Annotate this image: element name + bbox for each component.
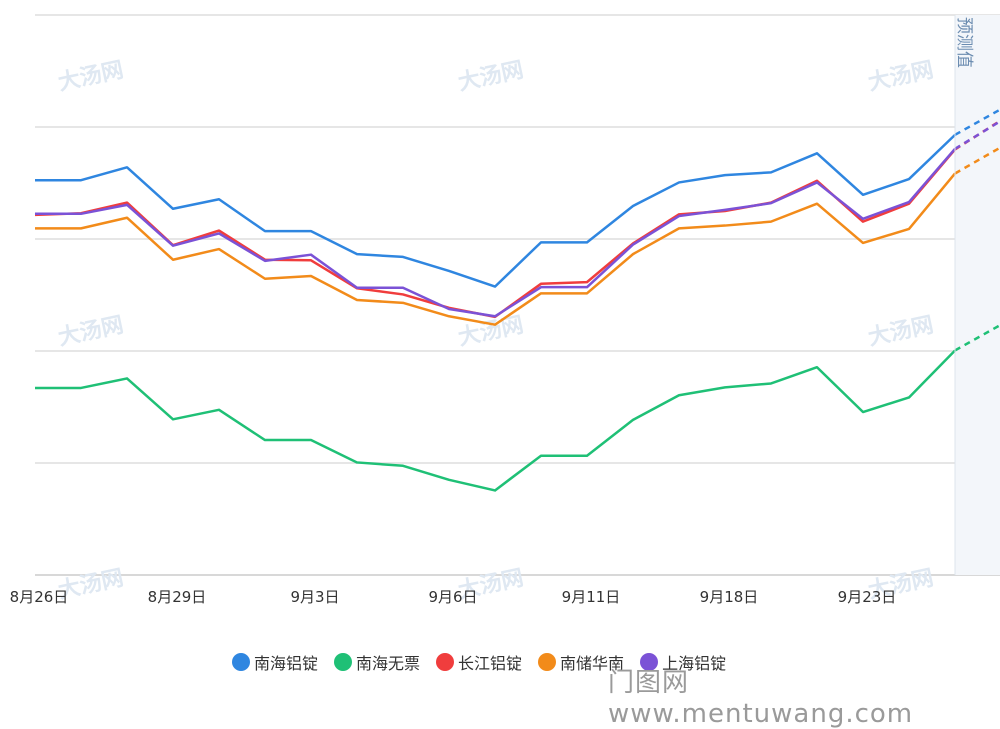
gridlines	[35, 14, 1000, 576]
watermark-text: 大汤网	[866, 313, 936, 351]
legend-item[interactable]: 长江铝锭	[436, 650, 522, 674]
legend-item[interactable]: 南海铝锭	[232, 650, 318, 674]
legend-dot-icon	[232, 653, 250, 671]
watermark-text: 大汤网	[56, 58, 126, 96]
legend-label: 上海铝锭	[662, 654, 727, 673]
series-lines	[34, 108, 1000, 492]
legend-item[interactable]: 上海铝锭	[640, 650, 726, 674]
legend-dot-icon	[436, 653, 455, 671]
legend-label: 南海铝锭	[254, 654, 319, 673]
x-tick-label: 9月3日	[290, 588, 339, 606]
series-forecast-line[interactable]	[954, 119, 1000, 150]
x-axis-ticks: 8月26日 8月29日 9月3日 9月6日 9月11日 9月18日 9月23日	[10, 588, 897, 606]
series-line[interactable]	[35, 172, 956, 326]
series-line[interactable]	[35, 148, 956, 318]
forecast-region	[955, 15, 1000, 575]
legend-dot-icon	[334, 653, 353, 671]
series-line[interactable]	[35, 133, 956, 288]
legend-label: 南海无票	[356, 654, 421, 673]
x-tick-label: 9月6日	[428, 588, 477, 606]
series-line[interactable]	[35, 349, 956, 492]
legend-item[interactable]: 南储华南	[538, 650, 624, 674]
x-tick-label: 8月26日	[10, 588, 69, 606]
watermark-text: 大汤网	[456, 58, 526, 96]
watermark-text: 大汤网	[56, 313, 126, 351]
legend-item[interactable]: 南海无票	[334, 650, 420, 674]
site-watermark: 门图网 www.mentuwang.com	[608, 668, 914, 729]
x-tick-label: 9月18日	[700, 588, 759, 606]
legend: 南海铝锭 南海无票 长江铝锭 南储华南 上海铝锭	[232, 650, 726, 674]
series-forecast-line[interactable]	[954, 146, 1000, 175]
legend-dot-icon	[538, 653, 557, 671]
watermark-text: 大汤网	[866, 58, 936, 96]
legend-label: 南储华南	[560, 654, 625, 673]
legend-dot-icon	[640, 653, 659, 671]
x-tick-label: 9月23日	[838, 588, 897, 606]
series-forecast-line[interactable]	[954, 323, 1000, 352]
series-line[interactable]	[34, 148, 956, 319]
series-forecast-line[interactable]	[954, 108, 1000, 136]
x-tick-label: 8月29日	[148, 588, 207, 606]
forecast-label: 预测值	[954, 17, 974, 68]
legend-label: 长江铝锭	[458, 654, 523, 673]
x-tick-label: 9月11日	[562, 588, 621, 606]
